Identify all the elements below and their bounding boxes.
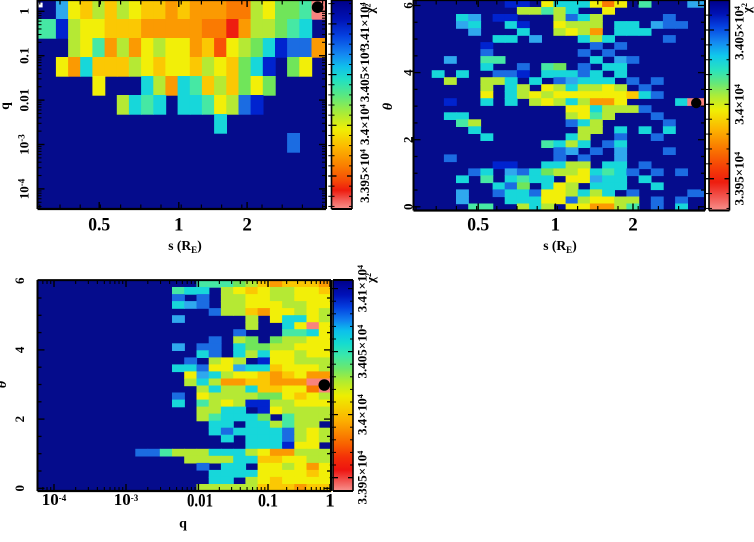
svg-text:s (RE): s (RE)	[543, 238, 576, 255]
svg-text:0.1: 0.1	[17, 48, 32, 64]
svg-text:6: 6	[401, 2, 416, 9]
svg-text:0: 0	[12, 485, 27, 492]
svg-text:χ2: χ2	[363, 273, 378, 284]
svg-text:3.395×104: 3.395×104	[732, 152, 747, 206]
svg-text:2: 2	[12, 416, 27, 423]
svg-text:4: 4	[401, 69, 416, 76]
svg-text:3.41×104: 3.41×104	[357, 2, 372, 49]
svg-text:3.405×104: 3.405×104	[355, 325, 370, 379]
svg-text:3.4×104: 3.4×104	[357, 104, 372, 145]
svg-text:0.01: 0.01	[187, 491, 213, 512]
svg-text:3.405×104: 3.405×104	[357, 48, 372, 102]
svg-text:3.4×104: 3.4×104	[732, 84, 747, 125]
svg-text:3.4×104: 3.4×104	[355, 394, 370, 435]
svg-text:1: 1	[325, 491, 335, 512]
svg-text:1: 1	[17, 8, 32, 15]
svg-text:4: 4	[12, 346, 27, 353]
svg-text:1: 1	[174, 215, 184, 236]
svg-text:s (RE): s (RE)	[168, 238, 201, 255]
svg-text:2: 2	[401, 136, 416, 143]
svg-text:0.5: 0.5	[88, 215, 110, 236]
svg-text:3.41×104: 3.41×104	[355, 265, 370, 312]
svg-text:0.1: 0.1	[258, 491, 278, 512]
svg-text:1: 1	[551, 215, 561, 236]
svg-text:θ: θ	[381, 102, 396, 110]
svg-text:3.395×104: 3.395×104	[355, 451, 370, 505]
svg-text:q: q	[179, 517, 187, 532]
svg-text:χ2: χ2	[363, 3, 378, 14]
svg-text:q: q	[0, 102, 12, 110]
svg-text:3.395×104: 3.395×104	[357, 149, 372, 203]
svg-text:0: 0	[401, 204, 416, 211]
svg-text:3.405×104: 3.405×104	[732, 6, 747, 60]
svg-text:0.01: 0.01	[17, 89, 32, 112]
svg-text:2: 2	[628, 215, 638, 236]
svg-text:χ2: χ2	[739, 3, 754, 14]
svg-text:0.5: 0.5	[467, 215, 489, 236]
svg-text:θ: θ	[0, 380, 10, 388]
svg-text:6: 6	[12, 277, 27, 284]
svg-text:2: 2	[242, 215, 252, 236]
